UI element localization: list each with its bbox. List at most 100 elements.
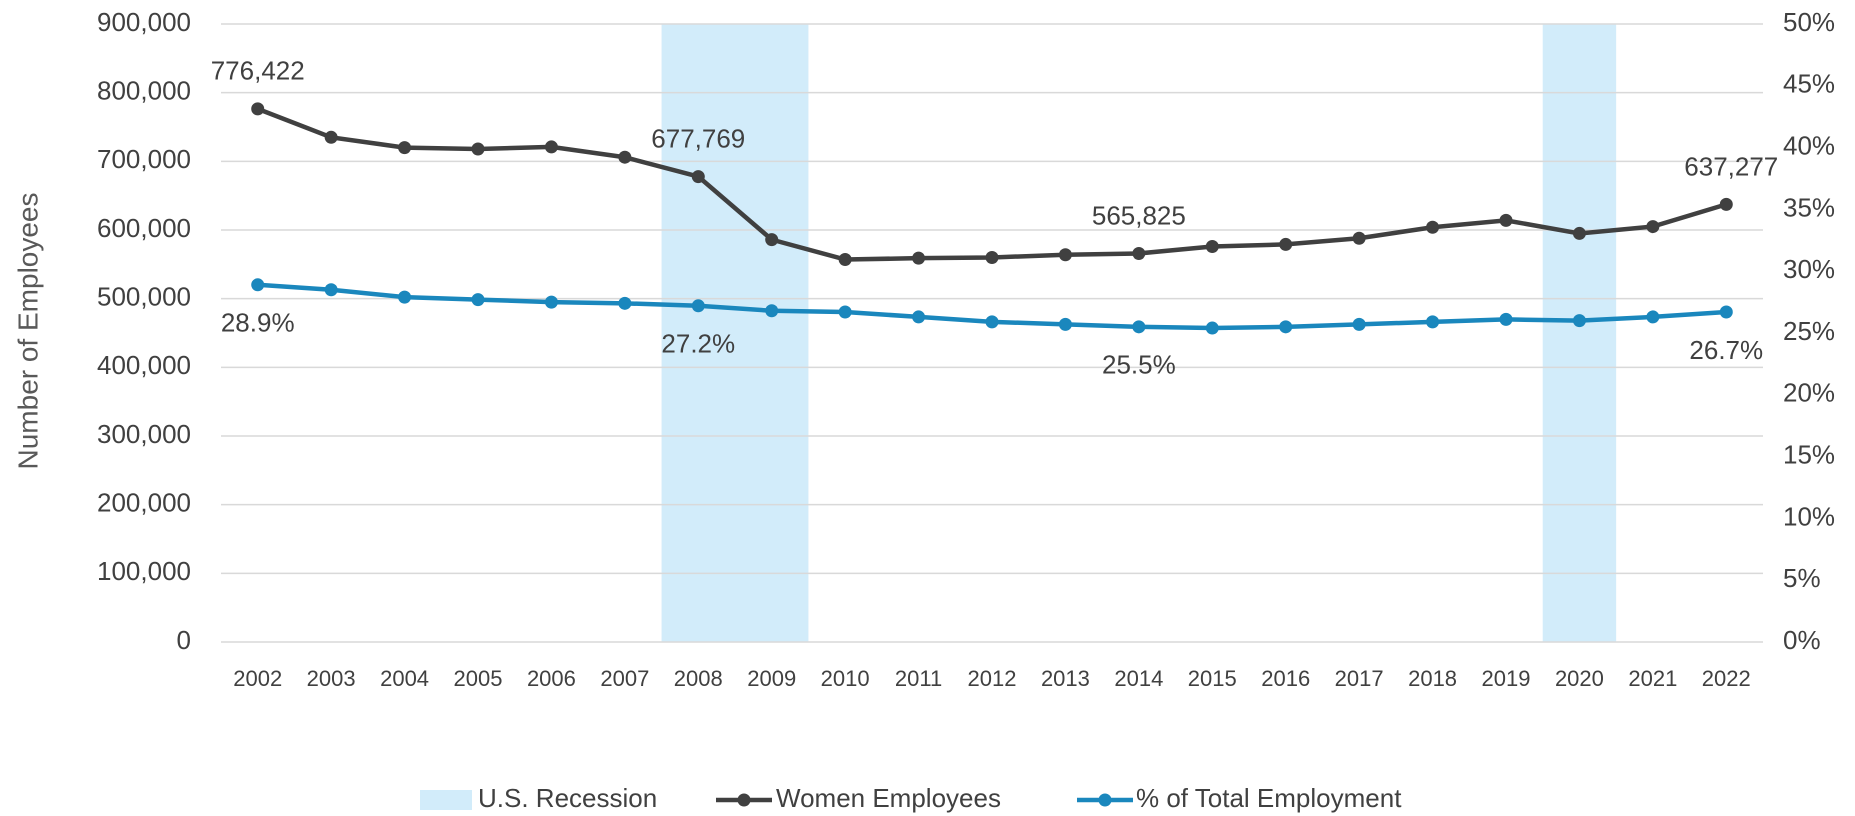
point [1426,315,1440,329]
y-tick-label: 0 [177,625,191,655]
point [1205,321,1219,335]
y-tick-label: 600,000 [97,213,191,243]
point [765,304,779,318]
y-tick-label: 400,000 [97,350,191,380]
y2-tick-label: 50% [1783,7,1835,37]
x-tick-label: 2009 [747,666,796,691]
point [1719,197,1733,211]
point [985,250,999,264]
y2-tick-label: 40% [1783,130,1835,160]
x-tick-label: 2003 [307,666,356,691]
point [985,315,999,329]
x-tick-label: 2008 [674,666,723,691]
y2-tick-label: 35% [1783,192,1835,222]
point [1132,320,1146,334]
point [1205,239,1219,253]
point [1719,305,1733,319]
y-tick-label: 800,000 [97,76,191,106]
point [398,290,412,304]
y2-tick-label: 10% [1783,501,1835,531]
y2-tick-label: 0% [1783,625,1821,655]
y-tick-label: 200,000 [97,488,191,518]
point [912,251,926,265]
point [251,102,265,116]
x-tick-label: 2021 [1628,666,1677,691]
point [1646,310,1660,324]
x-tick-label: 2018 [1408,666,1457,691]
point [251,278,265,292]
point [544,295,558,309]
point [912,310,926,324]
recession-band [1542,24,1617,642]
legend-marker [737,793,751,807]
point [691,170,705,184]
point [618,150,632,164]
data-label: 28.9% [221,308,295,338]
y2-tick-label: 5% [1783,563,1821,593]
point [1499,312,1513,326]
point [471,142,485,156]
x-tick-label: 2020 [1555,666,1604,691]
point [1572,226,1586,240]
y2-tick-label: 15% [1783,439,1835,469]
x-tick-label: 2004 [380,666,429,691]
x-tick-label: 2006 [527,666,576,691]
legend-label: U.S. Recession [478,783,657,813]
point [1572,314,1586,328]
series-line [256,106,1727,262]
legend-label: Women Employees [776,783,1001,813]
y-tick-label: 300,000 [97,419,191,449]
point [544,140,558,154]
x-tick-label: 2019 [1482,666,1531,691]
data-label: 26.7% [1689,335,1763,365]
y-tick-label: 100,000 [97,556,191,586]
point [1058,248,1072,262]
point [618,296,632,310]
data-label: 637,277 [1684,151,1778,181]
y-tick-label: 900,000 [97,7,191,37]
data-label: 25.5% [1102,350,1176,380]
point [1132,246,1146,260]
x-tick-label: 2013 [1041,666,1090,691]
point [838,305,852,319]
y2-tick-label: 45% [1783,69,1835,99]
y-axis-label: Number of Employees [12,192,43,469]
data-label: 27.2% [661,329,735,359]
x-tick-label: 2015 [1188,666,1237,691]
point [471,293,485,307]
point [838,253,852,267]
legend-label: % of Total Employment [1136,783,1402,813]
x-tick-label: 2010 [821,666,870,691]
y-tick-label: 500,000 [97,282,191,312]
x-tick-label: 2016 [1261,666,1310,691]
x-tick-label: 2007 [600,666,649,691]
recession-band [661,24,809,642]
data-label: 565,825 [1092,200,1186,230]
point [1352,317,1366,331]
point [1646,220,1660,234]
point [1352,231,1366,245]
y2-tick-label: 25% [1783,316,1835,346]
y2-tick-label: 30% [1783,254,1835,284]
x-tick-label: 2002 [233,666,282,691]
x-tick-label: 2014 [1114,666,1163,691]
legend-marker [1098,793,1112,807]
point [765,233,779,247]
y-tick-label: 700,000 [97,144,191,174]
point [1058,317,1072,331]
point [324,283,338,297]
x-tick-label: 2022 [1702,666,1751,691]
legend-swatch [420,790,472,810]
point [1279,320,1293,334]
x-tick-label: 2005 [454,666,503,691]
x-tick-label: 2017 [1335,666,1384,691]
point [691,299,705,313]
x-tick-label: 2012 [968,666,1017,691]
point [324,130,338,144]
data-label: 776,422 [211,56,305,86]
point [1499,213,1513,227]
point [1279,237,1293,251]
data-label: 677,769 [651,123,745,153]
